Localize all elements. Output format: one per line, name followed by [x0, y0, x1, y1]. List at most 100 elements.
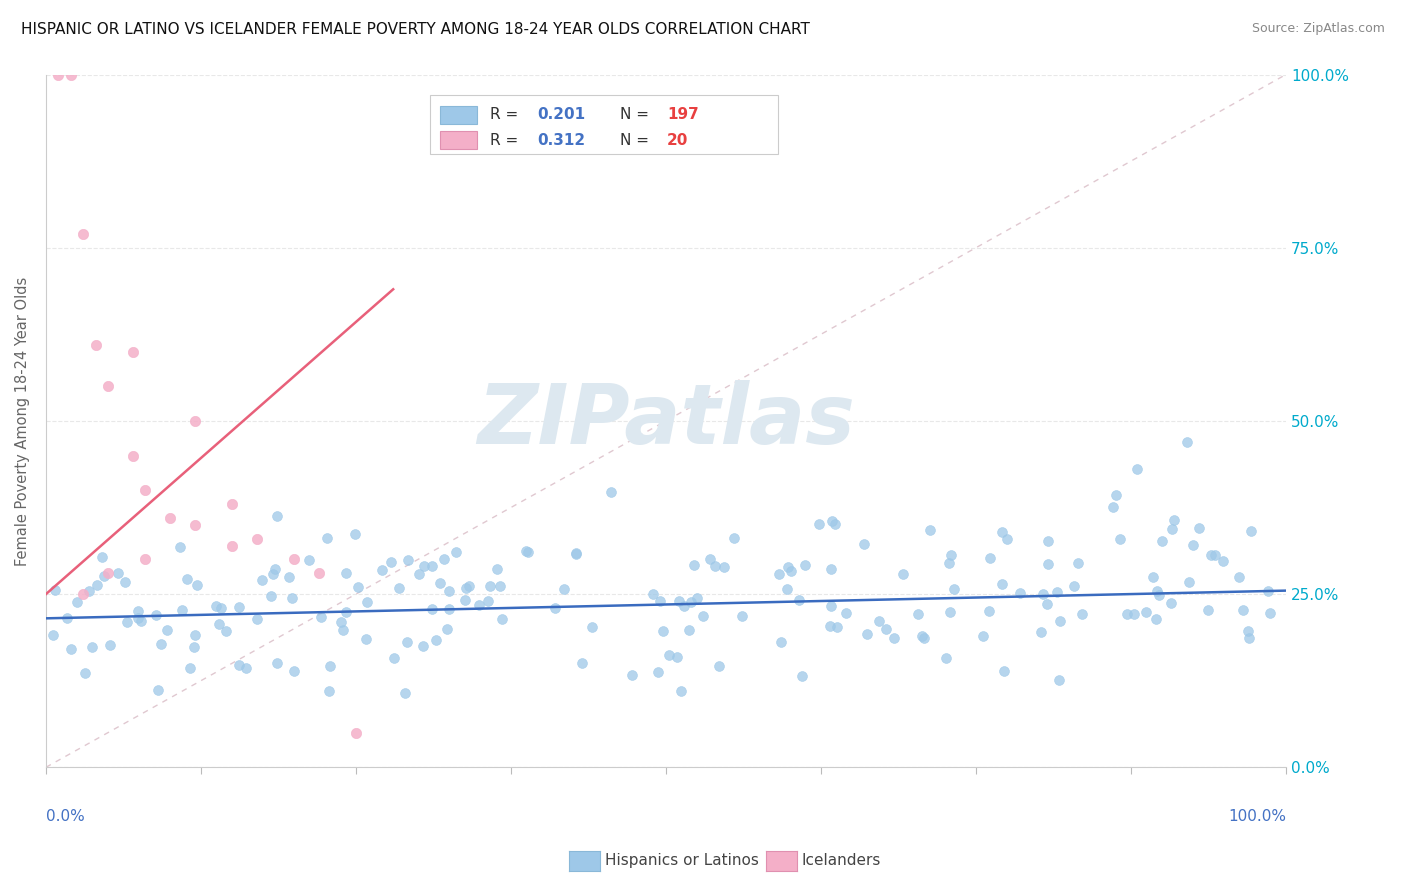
Point — [179, 661, 201, 675]
Point — [776, 582, 799, 596]
Point — [332, 623, 354, 637]
Point — [60, 642, 83, 657]
Point — [228, 657, 250, 672]
Point — [298, 552, 321, 566]
Point — [1147, 589, 1170, 603]
Point — [1237, 632, 1260, 646]
Point — [825, 620, 848, 634]
Point — [1049, 614, 1071, 628]
Point — [1160, 596, 1182, 610]
Point — [489, 579, 512, 593]
Point — [731, 609, 754, 624]
Point — [98, 638, 121, 652]
Point — [422, 558, 444, 573]
Point — [344, 526, 367, 541]
Point — [1029, 624, 1052, 639]
Point — [669, 684, 692, 698]
Point — [388, 581, 411, 595]
Point — [835, 607, 858, 621]
Text: 0.201: 0.201 — [537, 107, 585, 122]
Point — [172, 603, 194, 617]
Point — [1047, 673, 1070, 688]
Point — [1258, 606, 1281, 620]
Point — [72, 587, 94, 601]
Point — [93, 569, 115, 583]
Text: Hispanics or Latinos: Hispanics or Latinos — [605, 854, 758, 868]
Point — [55, 611, 77, 625]
Point — [235, 661, 257, 675]
Point — [169, 540, 191, 554]
Point — [318, 684, 340, 698]
Point — [581, 620, 603, 634]
Point — [308, 566, 330, 581]
Point — [86, 578, 108, 592]
Point — [1142, 570, 1164, 584]
Point — [703, 558, 725, 573]
Point — [396, 635, 419, 649]
Point — [853, 536, 876, 550]
Point — [394, 686, 416, 700]
Point — [221, 539, 243, 553]
Point — [778, 559, 800, 574]
Point — [208, 617, 231, 632]
Text: 0.0%: 0.0% — [46, 809, 84, 824]
Point — [115, 615, 138, 629]
Point — [318, 658, 340, 673]
Point — [1178, 575, 1201, 590]
Point — [790, 669, 813, 683]
Point — [939, 548, 962, 562]
Point — [183, 628, 205, 642]
Point — [59, 68, 82, 82]
Point — [121, 449, 143, 463]
Point — [1188, 521, 1211, 535]
Point — [1240, 524, 1263, 538]
Text: 197: 197 — [668, 107, 699, 122]
Point — [683, 558, 706, 572]
Point — [979, 550, 1001, 565]
Point — [250, 573, 273, 587]
Point — [1135, 605, 1157, 619]
Point — [820, 514, 842, 528]
Point — [73, 665, 96, 680]
Point — [107, 566, 129, 580]
Point — [260, 589, 283, 603]
Point — [127, 611, 149, 625]
FancyBboxPatch shape — [430, 95, 778, 154]
Point — [707, 658, 730, 673]
Point — [1237, 624, 1260, 639]
Text: 100.0%: 100.0% — [1227, 809, 1286, 824]
Point — [457, 579, 479, 593]
Point — [571, 657, 593, 671]
Point — [1144, 612, 1167, 626]
Point — [42, 628, 65, 642]
Point — [912, 632, 935, 646]
Point — [266, 656, 288, 670]
Point — [911, 629, 934, 643]
Point — [329, 615, 352, 629]
Point — [146, 683, 169, 698]
Point — [979, 604, 1001, 618]
Point — [665, 650, 688, 665]
Point — [446, 545, 468, 559]
Point — [380, 555, 402, 569]
Point — [246, 532, 269, 546]
Point — [991, 576, 1014, 591]
Point — [699, 552, 721, 566]
Point — [883, 631, 905, 645]
Point — [891, 566, 914, 581]
Point — [433, 552, 456, 566]
Text: Source: ZipAtlas.com: Source: ZipAtlas.com — [1251, 22, 1385, 36]
Point — [335, 605, 357, 619]
Point — [84, 337, 107, 351]
Point — [278, 569, 301, 583]
Point — [214, 624, 236, 639]
Point — [72, 227, 94, 241]
Point — [780, 564, 803, 578]
Point — [565, 547, 588, 561]
Point — [354, 632, 377, 646]
Point — [1181, 538, 1204, 552]
Point — [713, 560, 735, 574]
Point — [938, 556, 960, 570]
Point — [439, 602, 461, 616]
Point — [1257, 583, 1279, 598]
